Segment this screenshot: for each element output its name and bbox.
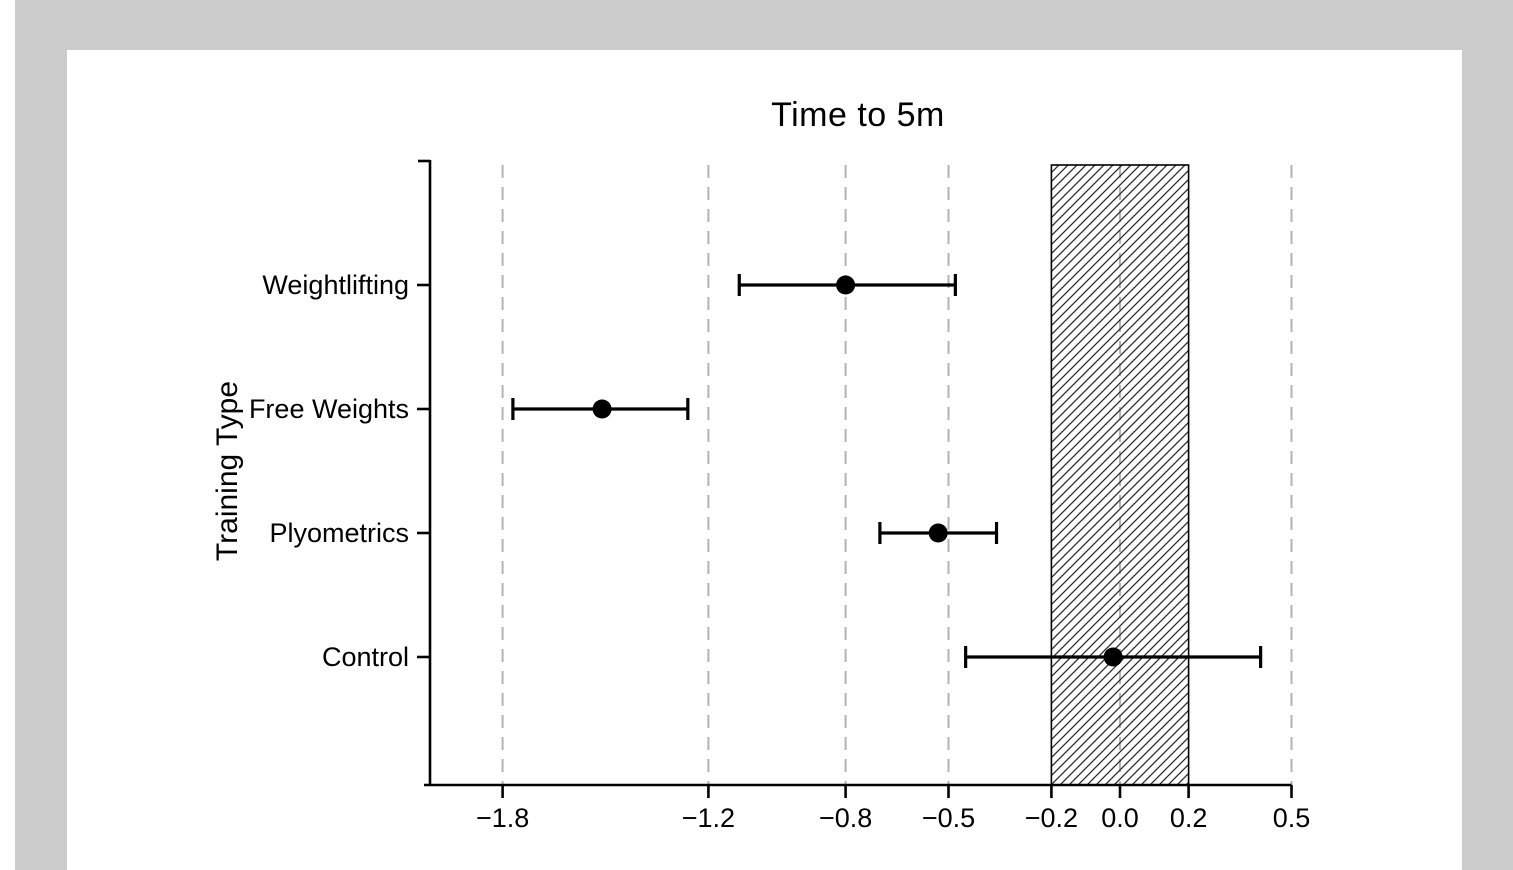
x-tick-label: 0.5: [1273, 803, 1311, 833]
data-layer: [511, 274, 1263, 668]
axis-layer: [417, 159, 1293, 798]
label-layer: −1.8 −1.2 −0.8 −0.5 −0.2 0.0 0.2 0.5 Weightlifti…: [249, 270, 1310, 833]
y-category-label: Free Weights: [249, 394, 409, 424]
point-estimate: [1103, 647, 1123, 667]
x-tick-label: −0.5: [922, 803, 975, 833]
estimate-control: [964, 646, 1263, 668]
x-tick-label: −0.8: [819, 803, 872, 833]
x-tick-label: −0.2: [1025, 803, 1078, 833]
point-estimate: [836, 275, 856, 295]
equivalence-band-layer: [1050, 164, 1190, 786]
y-category-label: Plyometrics: [269, 518, 409, 548]
x-tick-label: 0.0: [1101, 803, 1139, 833]
y-category-label: Control: [322, 642, 409, 672]
screen-left-margin: [0, 0, 15, 870]
equivalence-band: [1050, 164, 1190, 786]
y-axis-title: Training Type: [211, 381, 244, 561]
x-tick-label: −1.2: [682, 803, 735, 833]
estimate-free-weights: [511, 398, 690, 420]
estimate-weightlifting: [737, 274, 957, 296]
chart-title: Time to 5m: [771, 96, 945, 134]
estimate-plyometrics: [878, 522, 999, 544]
x-tick-label: 0.2: [1170, 803, 1208, 833]
point-estimate: [928, 523, 948, 543]
x-tick-label: −1.8: [476, 803, 529, 833]
y-category-label: Weightlifting: [262, 270, 409, 300]
point-estimate: [592, 399, 612, 419]
figure-panel: [67, 50, 1462, 870]
